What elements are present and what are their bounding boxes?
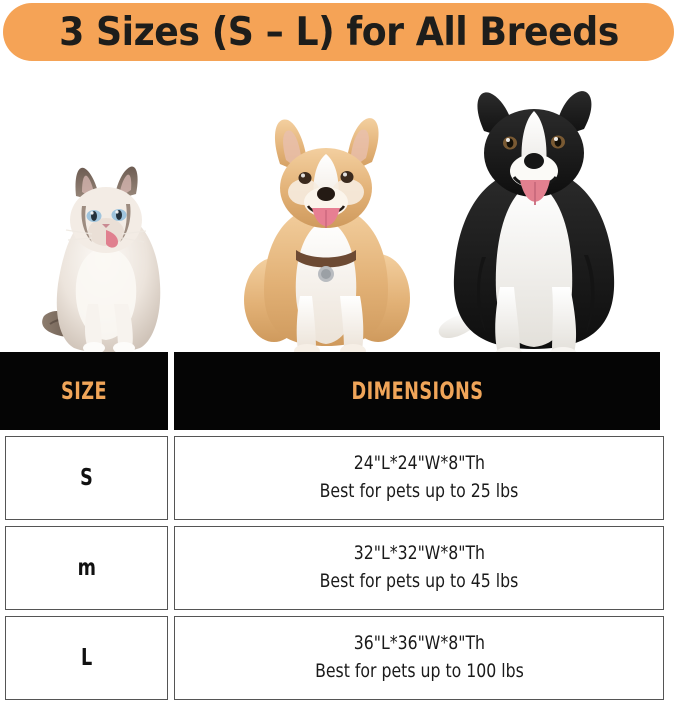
size-cell: L	[5, 616, 168, 700]
header-banner: 3 Sizes (S – L) for All Breeds	[3, 3, 674, 61]
border-collie-image	[430, 77, 640, 362]
table-header-row: SIZE DIMENSIONS	[0, 352, 679, 430]
table-row: m 32"L*32"W*8"Th Best for pets up to 45 …	[0, 526, 679, 610]
table-row: S 24"L*24"W*8"Th Best for pets up to 25 …	[0, 436, 679, 520]
dimensions-measurements: 36"L*36"W*8"Th	[353, 632, 485, 655]
pembroke-welsh-corgi-image	[238, 110, 413, 360]
dimensions-recommendation: Best for pets up to 100 lbs	[314, 660, 524, 682]
table-header-label-dimensions: DIMENSIONS	[351, 377, 483, 405]
dimensions-recommendation: Best for pets up to 45 lbs	[319, 570, 519, 592]
dimensions-cell: 32"L*32"W*8"Th Best for pets up to 45 lb…	[174, 526, 664, 610]
table-header-cell-dimensions: DIMENSIONS	[174, 352, 660, 430]
dimensions-measurements: 24"L*24"W*8"Th	[353, 452, 485, 475]
size-cell: S	[5, 436, 168, 520]
size-label: S	[80, 465, 93, 491]
dimensions-cell: 36"L*36"W*8"Th Best for pets up to 100 l…	[174, 616, 664, 700]
table-header-label-size: SIZE	[61, 377, 107, 405]
size-cell: m	[5, 526, 168, 610]
dimensions-cell: 24"L*24"W*8"Th Best for pets up to 25 lb…	[174, 436, 664, 520]
size-label: L	[80, 645, 93, 671]
size-label: m	[77, 555, 96, 581]
table-row: L 36"L*36"W*8"Th Best for pets up to 100…	[0, 616, 679, 700]
table-header-cell-size: SIZE	[0, 352, 168, 430]
dimensions-measurements: 32"L*32"W*8"Th	[353, 542, 485, 565]
banner-title: 3 Sizes (S – L) for All Breeds	[58, 9, 619, 55]
size-table: SIZE DIMENSIONS S 24"L*24"W*8"Th Best fo…	[0, 352, 679, 700]
animal-photo-row	[0, 62, 679, 361]
dimensions-recommendation: Best for pets up to 25 lbs	[319, 480, 519, 502]
ragdoll-cat-image	[36, 158, 176, 358]
